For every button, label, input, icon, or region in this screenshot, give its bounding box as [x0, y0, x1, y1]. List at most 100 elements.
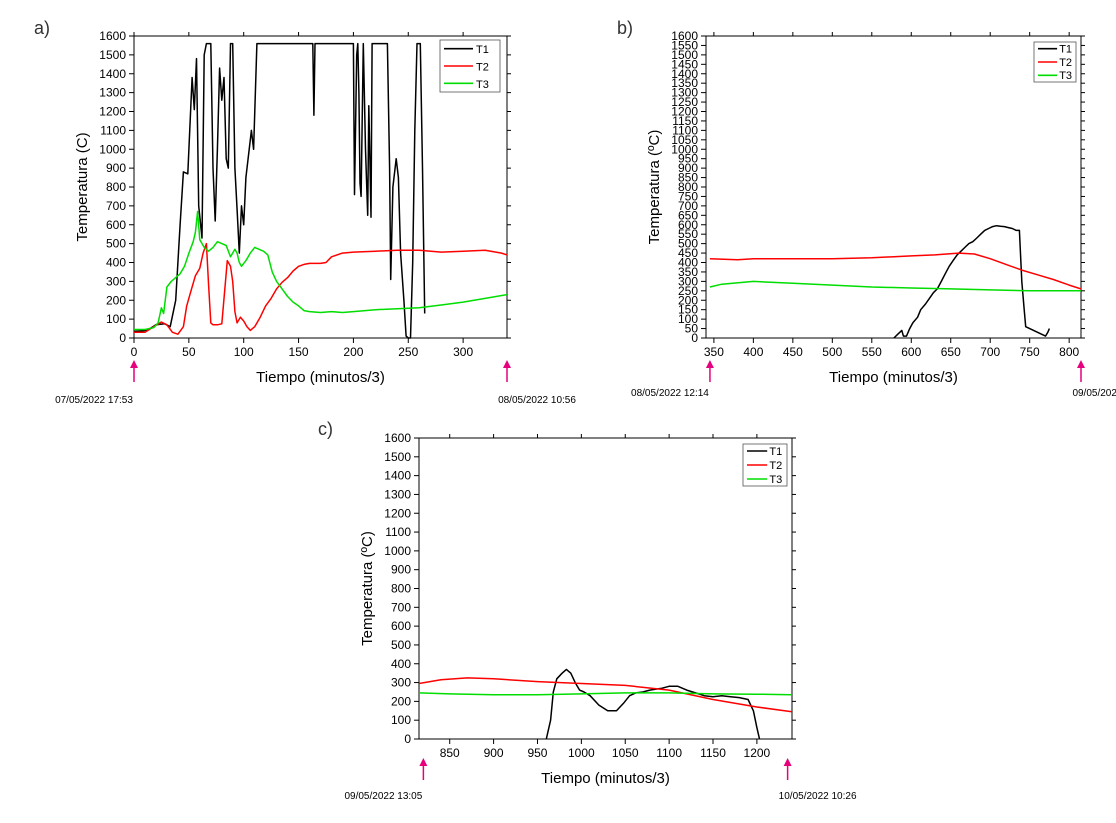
y-tick-label: 500 — [678, 237, 698, 251]
y-tick-label: 1600 — [99, 29, 126, 43]
series-line-t2 — [419, 677, 792, 713]
y-tick-label: 1550 — [671, 38, 698, 52]
y-tick-label: 1500 — [99, 48, 126, 62]
y-tick-label: 200 — [678, 293, 698, 307]
y-tick-label: 500 — [391, 638, 411, 652]
legend-label-t3: T3 — [476, 79, 489, 91]
x-tick-label: 600 — [901, 345, 921, 359]
chart-panel-a: a) 0 50 100 150 200 250 300 0 100 200 300 400 500 600 7… — [34, 18, 576, 406]
date-label-end: 09/05/2022 11:44 — [1072, 388, 1116, 399]
date-arrowhead-end — [503, 360, 511, 368]
y-tick-label: 50 — [685, 322, 699, 336]
y-tick-label: 250 — [678, 284, 698, 298]
y-tick-label: 550 — [678, 227, 698, 241]
x-tick-label: 700 — [980, 345, 1000, 359]
x-tick-label: 200 — [343, 345, 363, 359]
y-tick-label: 300 — [391, 676, 411, 690]
x-axis-title: Tiempo (minutos/3) — [256, 369, 385, 386]
series-line-t2 — [709, 252, 1081, 290]
y-tick-label: 1100 — [385, 525, 411, 539]
y-tick-label: 400 — [391, 657, 411, 671]
x-tick-label: 0 — [131, 345, 138, 359]
y-tick-label: 400 — [106, 256, 126, 270]
x-tick-label: 1000 — [568, 746, 595, 760]
y-tick-label: 800 — [391, 582, 411, 596]
x-tick-label: 50 — [182, 345, 196, 359]
y-tick-label: 1050 — [671, 133, 698, 147]
y-axis-title: Temperatura (ºC) — [646, 130, 663, 245]
x-tick-label: 800 — [1059, 345, 1079, 359]
y-tick-label: 1250 — [671, 95, 698, 109]
y-tick-label: 1300 — [384, 487, 411, 501]
y-tick-label: 1200 — [671, 105, 698, 119]
date-label-start: 07/05/2022 17:53 — [55, 395, 133, 406]
y-tick-label: 800 — [678, 180, 698, 194]
y-tick-label: 600 — [391, 619, 411, 633]
y-tick-label: 1350 — [671, 76, 698, 90]
x-tick-label: 550 — [862, 345, 882, 359]
legend-label-t1: T1 — [769, 446, 782, 458]
y-tick-label: 800 — [106, 180, 126, 194]
y-tick-label: 1150 — [672, 114, 698, 128]
x-tick-label: 1200 — [744, 746, 771, 760]
panel-label: a) — [34, 18, 50, 38]
y-tick-label: 200 — [106, 293, 126, 307]
y-tick-label: 300 — [106, 274, 126, 288]
series-line-t1 — [893, 224, 1051, 339]
y-tick-label: 600 — [106, 218, 126, 232]
y-tick-label: 700 — [678, 199, 698, 213]
y-tick-label: 1200 — [99, 105, 126, 119]
y-tick-label: 1600 — [671, 29, 698, 43]
y-tick-label: 900 — [106, 161, 126, 175]
series-group — [709, 224, 1081, 339]
legend-label-t1: T1 — [1059, 43, 1072, 55]
y-tick-label: 700 — [106, 199, 126, 213]
y-tick-label: 900 — [678, 161, 698, 175]
y-tick-label: 1500 — [384, 450, 411, 464]
y-tick-label: 200 — [391, 694, 411, 708]
x-tick-label: 900 — [484, 746, 504, 760]
y-tick-label: 850 — [678, 171, 698, 185]
x-tick-label: 500 — [822, 345, 842, 359]
y-tick-label: 350 — [678, 265, 698, 279]
x-tick-label: 250 — [398, 345, 418, 359]
y-tick-label: 600 — [678, 218, 698, 232]
y-tick-label: 1400 — [671, 67, 698, 81]
date-arrowhead-start — [130, 360, 138, 368]
y-tick-label: 100 — [678, 312, 698, 326]
y-axis-title: Temperatura (C) — [74, 132, 91, 241]
date-arrowhead-start — [705, 360, 714, 368]
y-tick-label: 1500 — [671, 48, 698, 62]
y-tick-label: 1000 — [384, 544, 411, 558]
x-tick-label: 650 — [941, 345, 961, 359]
x-tick-label: 1100 — [656, 746, 682, 760]
x-tick-label: 400 — [743, 345, 763, 359]
series-line-t1 — [134, 42, 426, 339]
y-tick-label: 1100 — [100, 123, 126, 137]
x-tick-label: 100 — [234, 345, 254, 359]
y-axis-title: Temperatura (ºC) — [359, 531, 376, 646]
plot-frame — [705, 35, 1082, 339]
x-tick-label: 950 — [527, 746, 547, 760]
x-tick-label: 300 — [453, 345, 473, 359]
x-tick-label: 450 — [783, 345, 803, 359]
panel-label: c) — [318, 419, 333, 439]
y-tick-label: 1000 — [99, 142, 126, 156]
y-tick-label: 0 — [691, 331, 698, 345]
legend-label-t2: T2 — [769, 460, 782, 472]
y-tick-label: 1300 — [99, 86, 126, 100]
date-label-end: 10/05/2022 10:26 — [779, 791, 857, 802]
y-tick-label: 450 — [678, 246, 698, 260]
series-line-t3 — [709, 280, 1081, 292]
y-tick-label: 900 — [391, 563, 411, 577]
y-tick-label: 100 — [391, 713, 411, 727]
y-tick-label: 950 — [678, 152, 698, 166]
x-tick-label: 150 — [289, 345, 309, 359]
date-arrowhead-end — [1077, 360, 1085, 368]
legend-label-t2: T2 — [1059, 57, 1072, 69]
series-line-t3 — [419, 692, 792, 696]
legend-label-t2: T2 — [476, 62, 489, 74]
legend-label-t1: T1 — [476, 44, 489, 56]
y-tick-label: 1400 — [384, 469, 411, 483]
